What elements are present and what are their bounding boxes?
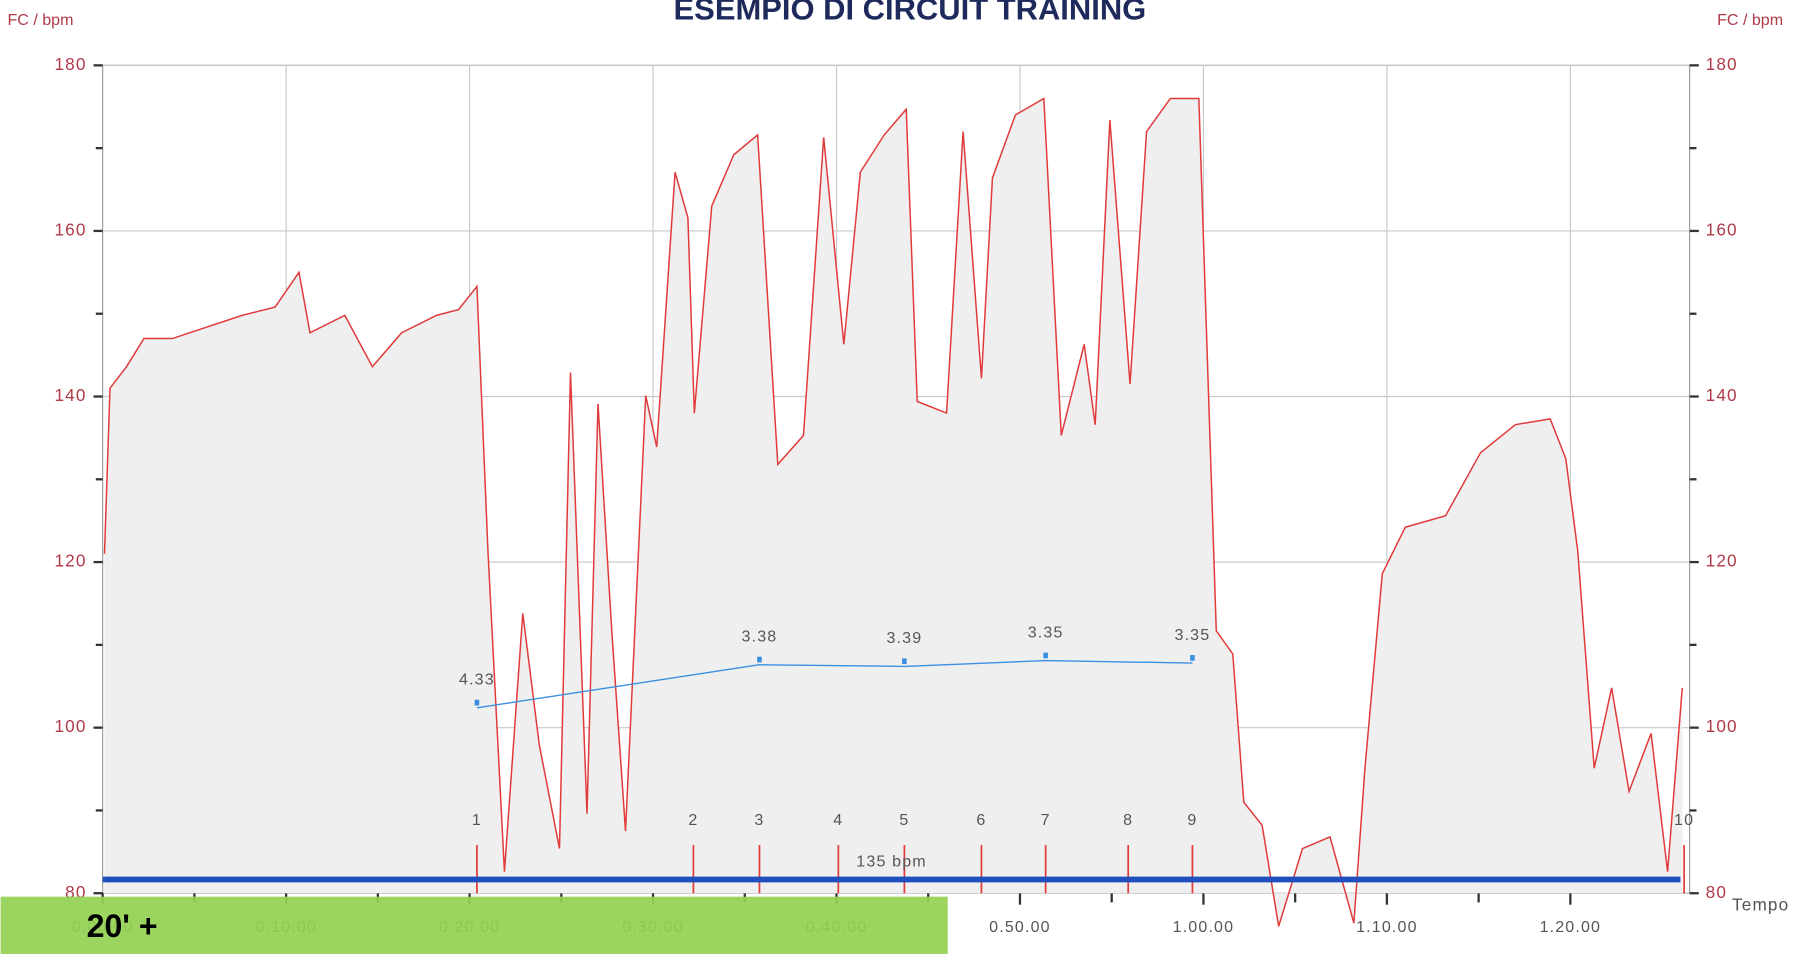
- x-tick-label: 0.50.00: [989, 918, 1051, 936]
- y-tick-label: 100: [54, 716, 86, 736]
- pace-point: [757, 656, 762, 663]
- threshold-label: 135 bpm: [856, 853, 926, 871]
- pace-line: [476, 659, 1193, 709]
- y2-tick-label: 160: [1706, 219, 1738, 239]
- lap-label: 4: [833, 811, 843, 829]
- x-tick-label: 1.20.00: [1540, 918, 1602, 936]
- lap-label: 8: [1123, 811, 1133, 829]
- pace-label: 3.38: [742, 627, 778, 645]
- x-tick-label: 1.10.00: [1356, 918, 1418, 936]
- pace-label: 3.35: [1175, 626, 1211, 644]
- pace-point: [1190, 655, 1195, 661]
- pace-point: [1043, 652, 1048, 659]
- lap-label: 3: [754, 811, 764, 829]
- y2-tick-label: 80: [1706, 882, 1727, 902]
- lap-label: 9: [1187, 811, 1197, 829]
- y2-tick-label: 120: [1706, 551, 1738, 571]
- y2-tick-label: 100: [1706, 716, 1738, 736]
- chart-title: ESEMPIO DI CIRCUIT TRAINING: [674, 0, 1147, 27]
- lap-label: 6: [976, 811, 986, 829]
- lap-label: 1: [472, 811, 482, 829]
- lap-label: 10: [1674, 811, 1694, 829]
- y-tick-label: 140: [54, 385, 86, 405]
- lap-label: 7: [1041, 811, 1051, 829]
- y-tick-label: 180: [54, 54, 86, 74]
- pace-point: [902, 658, 907, 665]
- lap-label: 2: [688, 811, 698, 829]
- note: 20' +: [87, 908, 158, 944]
- note-box: [0, 896, 948, 954]
- y-tick-label: 160: [54, 219, 86, 239]
- y-axis-label: FC / bpm: [7, 11, 73, 29]
- y2-tick-label: 140: [1706, 385, 1738, 405]
- x-tick-label: 1.00.00: [1173, 918, 1235, 936]
- y2-axis-label: FC / bpm: [1717, 11, 1783, 29]
- x-axis-label: Tempo: [1732, 894, 1789, 914]
- y2-tick-label: 180: [1706, 54, 1738, 74]
- area-fill: [104, 98, 1683, 927]
- pace-label: 3.39: [886, 629, 922, 647]
- hr-line: [103, 97, 1684, 927]
- pace-point: [474, 699, 480, 706]
- y-tick-label: 120: [54, 551, 86, 571]
- pace-label: 3.35: [1028, 623, 1064, 641]
- pace-label: 4.33: [459, 671, 495, 689]
- lap-label: 5: [899, 811, 909, 829]
